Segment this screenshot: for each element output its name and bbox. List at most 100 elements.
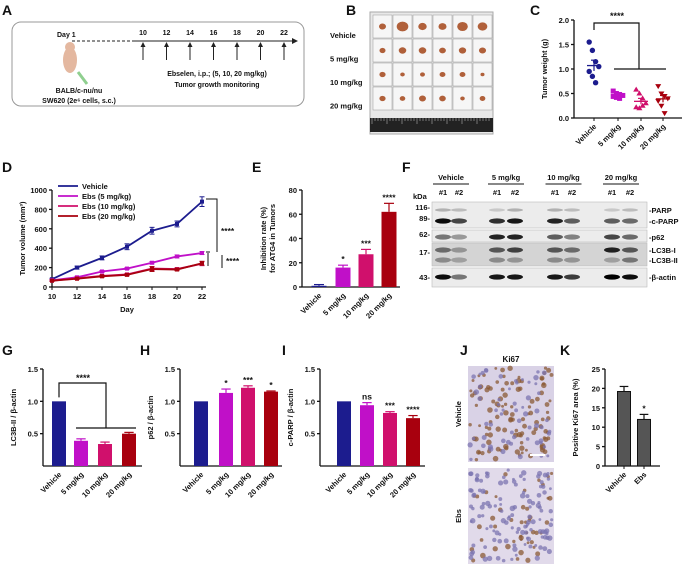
day-label: 10 (139, 30, 147, 37)
ihc-nucleus (479, 504, 485, 510)
panel-h-y-tick-label: 1.0 (165, 397, 175, 406)
ihc-nucleus (534, 382, 538, 386)
blot-band (507, 257, 523, 263)
ihc-nucleus (491, 399, 496, 404)
panel-c-point (586, 39, 592, 45)
ihc-nucleus (533, 423, 540, 429)
panel-g-bar (122, 433, 136, 466)
ihc-nucleus (536, 492, 542, 498)
panel-i-bar (383, 412, 397, 466)
ihc-nucleus (474, 476, 479, 481)
ihc-nucleus (542, 449, 548, 455)
ihc-nucleus (500, 449, 506, 455)
ihc-nucleus (539, 480, 544, 485)
ihc-nucleus (507, 365, 513, 371)
panel-i-bar (337, 401, 351, 466)
day-label: 12 (163, 30, 171, 37)
panel-k-significance: * (642, 403, 646, 413)
ihc-nucleus (529, 540, 534, 545)
panel-f-band-label: -LC3B-I (649, 246, 676, 255)
ihc-nucleus (512, 546, 518, 552)
ihc-nucleus (549, 372, 554, 377)
ihc-nucleus (520, 451, 524, 455)
arrowhead (164, 42, 169, 47)
ihc-nucleus (469, 393, 475, 398)
ihc-nucleus (508, 417, 513, 423)
ihc-nucleus (484, 425, 488, 429)
ihc-nucleus (481, 443, 486, 449)
ihc-nucleus (542, 490, 547, 495)
ihc-nucleus (519, 431, 525, 436)
ihc-nucleus (515, 530, 520, 534)
panel-f-band-label: -β-actin (649, 273, 676, 282)
ihc-nucleus (544, 402, 550, 407)
panel-e-bar (335, 267, 351, 287)
panel-h-bar (264, 391, 278, 466)
panel-c-point (661, 111, 668, 117)
ihc-nucleus (541, 370, 547, 376)
ihc-nucleus (498, 374, 504, 379)
blot-band (451, 247, 467, 253)
ihc-nucleus (548, 399, 552, 403)
ihc-nucleus (481, 514, 485, 518)
schema-box (11, 21, 305, 107)
tumor (400, 72, 405, 77)
panel-h-y-tick-label: 1.5 (165, 365, 175, 374)
syringe-icon (76, 71, 89, 85)
ihc-nucleus (502, 374, 506, 379)
ihc-nucleus (512, 539, 516, 544)
day1-label: Day 1 (57, 32, 76, 39)
panel-g-y-tick-label: 1.0 (28, 397, 38, 406)
panel-d-significance: **** (221, 226, 235, 236)
ihc-nucleus (483, 545, 487, 549)
arrowhead (140, 42, 146, 47)
blot-band (489, 234, 505, 240)
ihc-nucleus (521, 378, 524, 382)
blot-band (451, 234, 467, 240)
ihc-nucleus (503, 472, 508, 477)
panel-d-bracket (206, 198, 218, 253)
panel-d-legend-label: Ebs (20 mg/kg) (82, 212, 136, 221)
ihc-nucleus (471, 374, 476, 379)
ihc-nucleus (476, 449, 482, 455)
blot-band (489, 274, 505, 280)
panel-f-replicate-label: #1 (439, 188, 447, 197)
ihc-nucleus (531, 430, 537, 436)
panel-c-point (586, 68, 592, 75)
blot-band (564, 274, 580, 280)
panel-c-point (636, 90, 643, 96)
ihc-nucleus (500, 367, 505, 373)
ihc-nucleus (514, 449, 521, 455)
panel-f-group-label: 20 mg/kg (605, 173, 638, 182)
panel-f-replicate-label: #1 (493, 188, 501, 197)
ihc-nucleus (548, 509, 553, 514)
ihc-nucleus (524, 448, 528, 452)
ihc-nucleus (533, 374, 539, 381)
panel-f-marker-label: 62- (419, 230, 430, 239)
arrowhead (234, 42, 240, 47)
panel-d-legend-label: Ebs (5 mg/kg) (82, 192, 132, 201)
tumor (398, 47, 407, 54)
ihc-nucleus (492, 546, 498, 552)
blot-band (489, 257, 505, 263)
ihc-nucleus (538, 518, 542, 521)
panel-letter-i: I (282, 342, 286, 358)
ihc-nucleus (519, 441, 524, 445)
panel-i-bar (360, 405, 374, 466)
ihc-nucleus (527, 425, 532, 430)
panel-e-x-tick-label: Vehicle (299, 291, 324, 316)
panel-c-point (658, 103, 665, 109)
ihc-nucleus (502, 427, 508, 433)
ihc-nucleus (470, 550, 476, 555)
panel-f-band-label: -c-PARP (649, 217, 678, 226)
ihc-nucleus (509, 505, 516, 512)
blot-strip (431, 201, 648, 229)
panel-e-y-tick-label: 60 (289, 210, 297, 219)
ihc-nucleus (485, 500, 491, 506)
ihc-nucleus (527, 514, 532, 520)
ihc-nucleus (523, 543, 527, 546)
panel-e-x-tick-label: 20 mg/kg (364, 291, 394, 321)
tumor (439, 47, 446, 54)
panel-i-x-tick-label: 20 mg/kg (388, 470, 418, 500)
blot-band (507, 208, 523, 212)
